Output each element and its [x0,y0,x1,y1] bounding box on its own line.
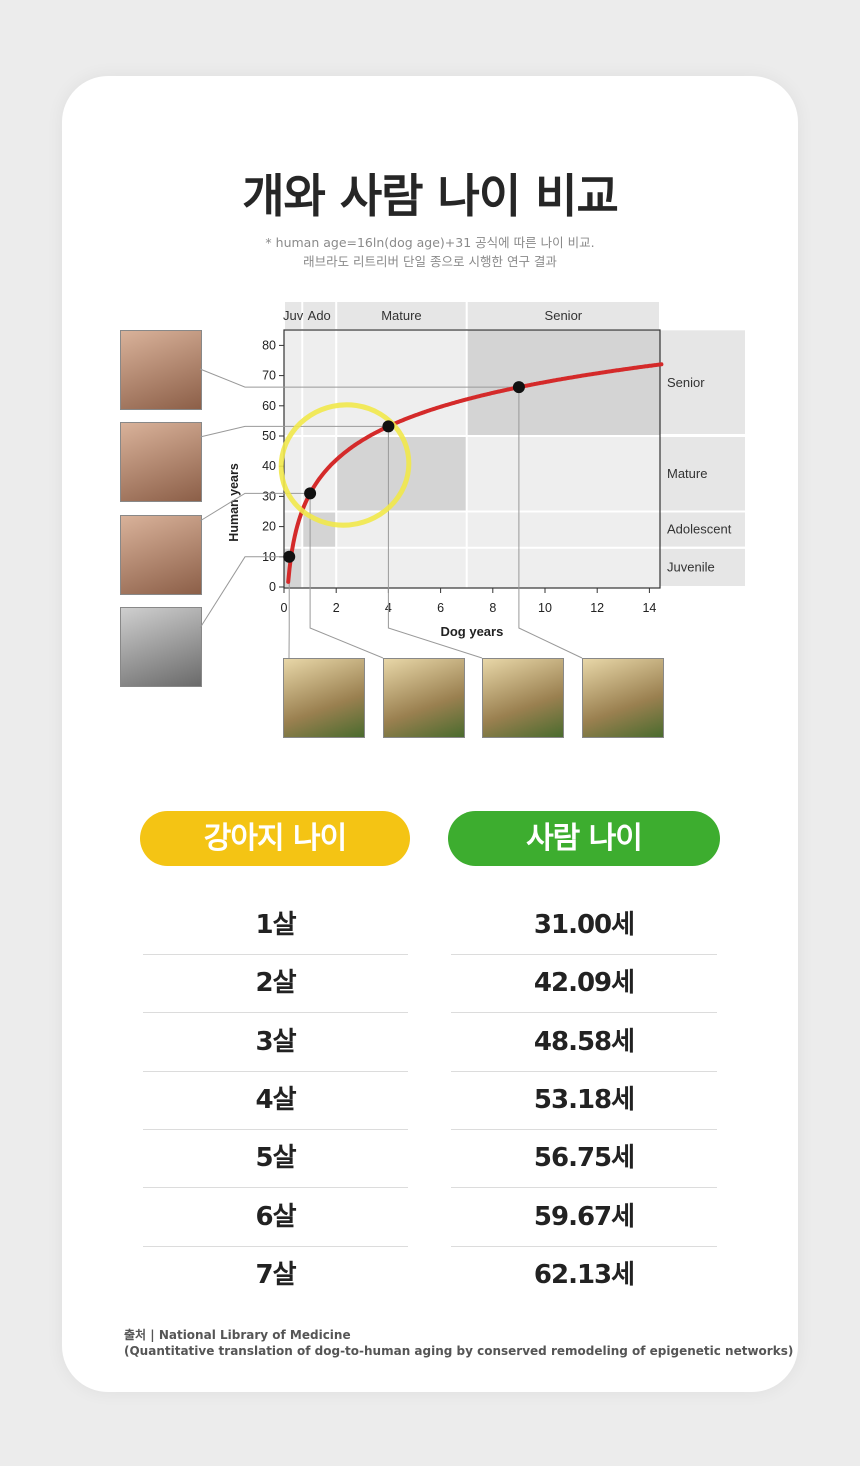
dog-age-cell: 7살 [255,1259,296,1290]
dog-age-cell: 2살 [143,954,408,1014]
dog-age-cell: 1살 [143,896,408,955]
x-tick-label: 6 [437,601,444,615]
y-stage-band [660,548,745,586]
y-tick-label: 0 [269,580,276,594]
y-tick-label: 70 [262,369,276,383]
dog-photo-juvenile [283,658,365,738]
dog-age-cell: 6살 [143,1188,408,1247]
stage-overlap-region [466,330,660,436]
y-tick-label: 60 [262,399,276,413]
data-point [382,420,395,433]
y-stage-label: Mature [667,466,707,481]
human-age-header: 사람 나이 [448,811,720,866]
subtitle-line-1: * human age=16ln(dog age)+31 공식에 따른 나이 비… [265,235,595,250]
page-subtitle: * human age=16ln(dog age)+31 공식에 따른 나이 비… [0,233,860,271]
y-tick-label: 40 [262,459,276,473]
source-line-1: 출처 | National Library of Medicine [124,1328,351,1342]
y-stage-label: Juvenile [667,559,715,574]
x-tick-label: 8 [489,601,496,615]
human-age-cell: 53.18세 [451,1071,717,1130]
y-stage-label: Senior [667,375,705,390]
connector-line-human [199,425,389,438]
source-note: 출처 | National Library of Medicine (Quant… [124,1327,793,1359]
y-tick-label: 50 [262,429,276,443]
x-tick-label: 0 [281,601,288,615]
y-tick-label: 80 [262,338,276,352]
x-stage-band [337,302,466,329]
x-tick-label: 14 [642,601,656,615]
age-chart: Juvenile Adolescent Mature Senior Juv Ado Matu… [199,302,745,659]
human-photo-senior [120,330,202,410]
x-stage-label: Mature [381,308,421,323]
dog-age-header: 강아지 나이 [140,811,410,866]
connector-line-dog [387,426,483,659]
data-point [512,381,525,394]
stage-overlap-region [336,436,467,512]
x-stage-label: Juv [283,308,304,323]
y-stage-label: Adolescent [667,522,732,537]
connector-line-dog [518,387,583,659]
subtitle-line-2: 래브라도 리트리버 단일 종으로 시행한 연구 결과 [303,254,557,269]
connector-line-human [199,368,519,388]
human-photo-juvenile [120,607,202,687]
y-stage-band [660,330,745,434]
x-axis-label: Dog years [440,624,503,639]
x-stage-label: Senior [545,308,583,323]
dog-photo-mature [482,658,564,738]
y-tick-label: 30 [262,489,276,503]
x-stage-band [303,302,336,329]
x-tick-label: 2 [333,601,340,615]
human-age-cell: 59.67세 [451,1188,717,1247]
human-age-cell: 42.09세 [451,954,717,1014]
data-point [304,487,317,500]
x-tick-label: 10 [538,601,552,615]
page-title: 개와 사람 나이 비교 [242,169,619,223]
connector-line-human [199,556,290,629]
dog-photo-senior [582,658,664,738]
x-stage-band [285,302,302,329]
human-age-cell: 56.75세 [451,1129,717,1189]
y-tick-label: 20 [262,520,276,534]
connector-line-dog [309,493,384,659]
dog-age-cell: 4살 [143,1071,408,1130]
highlight-circle [278,402,412,528]
data-point [283,550,296,563]
human-photo-mature [120,422,202,502]
human-age-cell: 31.00세 [451,896,717,955]
source-line-2: (Quantitative translation of dog-to-huma… [124,1344,794,1358]
x-stage-label: Ado [308,308,331,323]
human-photo-adolescent [120,515,202,595]
y-stage-band [660,512,745,547]
y-stage-band [660,437,745,511]
y-axis-label: Human years [227,463,241,542]
human-age-cell: 62.13세 [533,1259,635,1290]
dog-age-cell: 3살 [143,1013,408,1072]
dog-age-cell: 5살 [143,1129,408,1189]
x-stage-band [467,302,659,329]
x-tick-label: 12 [590,601,604,615]
human-age-cell: 48.58세 [451,1013,717,1072]
dog-photo-adolescent [383,658,465,738]
age-curve [286,362,664,584]
